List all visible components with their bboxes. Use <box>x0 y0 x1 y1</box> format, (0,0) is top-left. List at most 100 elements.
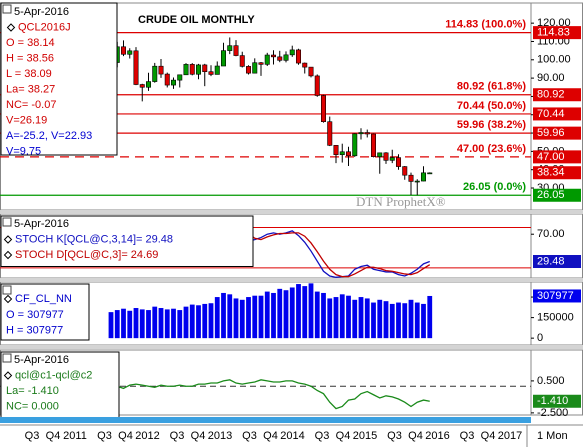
bar <box>314 291 320 339</box>
panel-icon <box>2 4 12 14</box>
bar <box>302 286 308 339</box>
candle-body <box>333 145 339 155</box>
bar <box>402 303 408 339</box>
retracement-label: 80.92 (61.8%) <box>457 81 526 93</box>
retracement-label: 114.83 (100.0%) <box>445 19 526 31</box>
bar <box>408 299 414 339</box>
retracement-label: 70.44 (50.0%) <box>457 100 526 112</box>
info-line: QCL2016J <box>18 21 71 33</box>
candle-body <box>358 132 364 135</box>
x-tick-label: 2014 <box>280 430 304 442</box>
candle-body <box>121 46 127 55</box>
bar <box>121 308 126 339</box>
bar <box>427 295 433 339</box>
legend-entry: STOCH K[QCL@C,3,14]= 29.48 <box>15 233 173 245</box>
candle-body <box>183 64 189 76</box>
candle-body <box>133 50 139 85</box>
bar <box>371 302 376 339</box>
retracement-label: 59.96 (38.2%) <box>457 119 526 131</box>
x-tick-label: Q3 <box>242 430 257 442</box>
info-line: H = 307977 <box>6 324 63 336</box>
panel-separator <box>0 278 583 282</box>
panel-separator <box>0 345 583 349</box>
x-tick-label: Q4 <box>336 430 351 442</box>
y-tick-label: -2.500 <box>537 407 568 419</box>
watermark: DTN ProphetX® <box>356 194 446 209</box>
candle-body <box>289 49 295 56</box>
legend-date: 5-Apr-2016 <box>14 218 69 230</box>
bar <box>346 295 351 339</box>
last-value-box-label: 307977 <box>537 290 574 302</box>
level-box <box>533 188 581 202</box>
level-box <box>533 26 581 40</box>
candle-body <box>302 62 308 68</box>
y-tick-label: 0 <box>537 332 543 344</box>
bar <box>189 304 195 339</box>
candle-body <box>246 66 252 74</box>
candle-body <box>402 166 408 176</box>
candle-body <box>345 151 351 157</box>
series-icon <box>6 23 16 32</box>
x-tick-label: Q4 <box>263 430 278 442</box>
last-value-box <box>533 289 581 303</box>
bar <box>127 310 133 339</box>
x-tick-label: Q4 <box>481 430 496 442</box>
bar <box>333 297 339 339</box>
bar <box>164 309 170 339</box>
x-tick-label: 2012 <box>135 430 159 442</box>
candle-body <box>308 66 314 77</box>
bar <box>196 305 201 339</box>
x-tick-label: Q4 <box>118 430 133 442</box>
bar <box>339 294 345 339</box>
level-box-label: 80.92 <box>537 89 565 101</box>
bar <box>377 299 383 339</box>
candle-body <box>408 174 414 182</box>
x-tick-label: Q3 <box>315 430 330 442</box>
info-line: L = 38.09 <box>6 68 52 80</box>
candle-body <box>427 172 433 175</box>
candle-body <box>383 152 389 161</box>
candle-body <box>389 157 395 161</box>
candle-body <box>352 133 358 157</box>
bar <box>133 308 139 339</box>
bar <box>252 295 258 339</box>
candle-body <box>139 84 145 88</box>
bar <box>146 310 151 339</box>
level-box-label: 26.05 <box>537 189 565 201</box>
bar <box>271 292 276 339</box>
bar <box>108 312 114 339</box>
bar <box>208 303 214 339</box>
x-tick-label: 2017 <box>498 430 522 442</box>
bar <box>277 288 283 339</box>
retracement-label: 26.05 (0.0%) <box>463 181 526 193</box>
info-line: O = 307977 <box>6 309 64 321</box>
info-line: La= -1.410 <box>6 385 59 397</box>
period-label[interactable]: 1 Mon <box>537 430 568 442</box>
level-box-label: 47.00 <box>537 151 565 163</box>
x-tick-label: Q4 <box>191 430 206 442</box>
candle-body <box>227 45 233 51</box>
bar <box>239 299 245 339</box>
level-box <box>533 150 581 164</box>
candle-body <box>395 157 401 167</box>
candle-body <box>420 172 426 182</box>
candle-body <box>314 75 320 96</box>
candle-body <box>283 54 289 61</box>
y-tick-label: 100.00 <box>537 54 571 66</box>
bar <box>258 295 264 339</box>
bar <box>177 310 183 339</box>
series-icon <box>3 235 13 244</box>
x-tick-label: 2016 <box>425 430 449 442</box>
bar <box>246 297 251 339</box>
bar <box>283 290 289 339</box>
y-tick-label: 70.00 <box>537 228 565 240</box>
bar <box>183 306 189 339</box>
bar <box>327 298 333 339</box>
bar <box>264 291 270 339</box>
info-line: A=-25.2, V=22.93 <box>6 130 92 142</box>
last-price-box <box>533 166 581 180</box>
candle-body <box>239 55 245 67</box>
panel-icon <box>2 353 12 363</box>
panel-icon <box>2 285 12 295</box>
